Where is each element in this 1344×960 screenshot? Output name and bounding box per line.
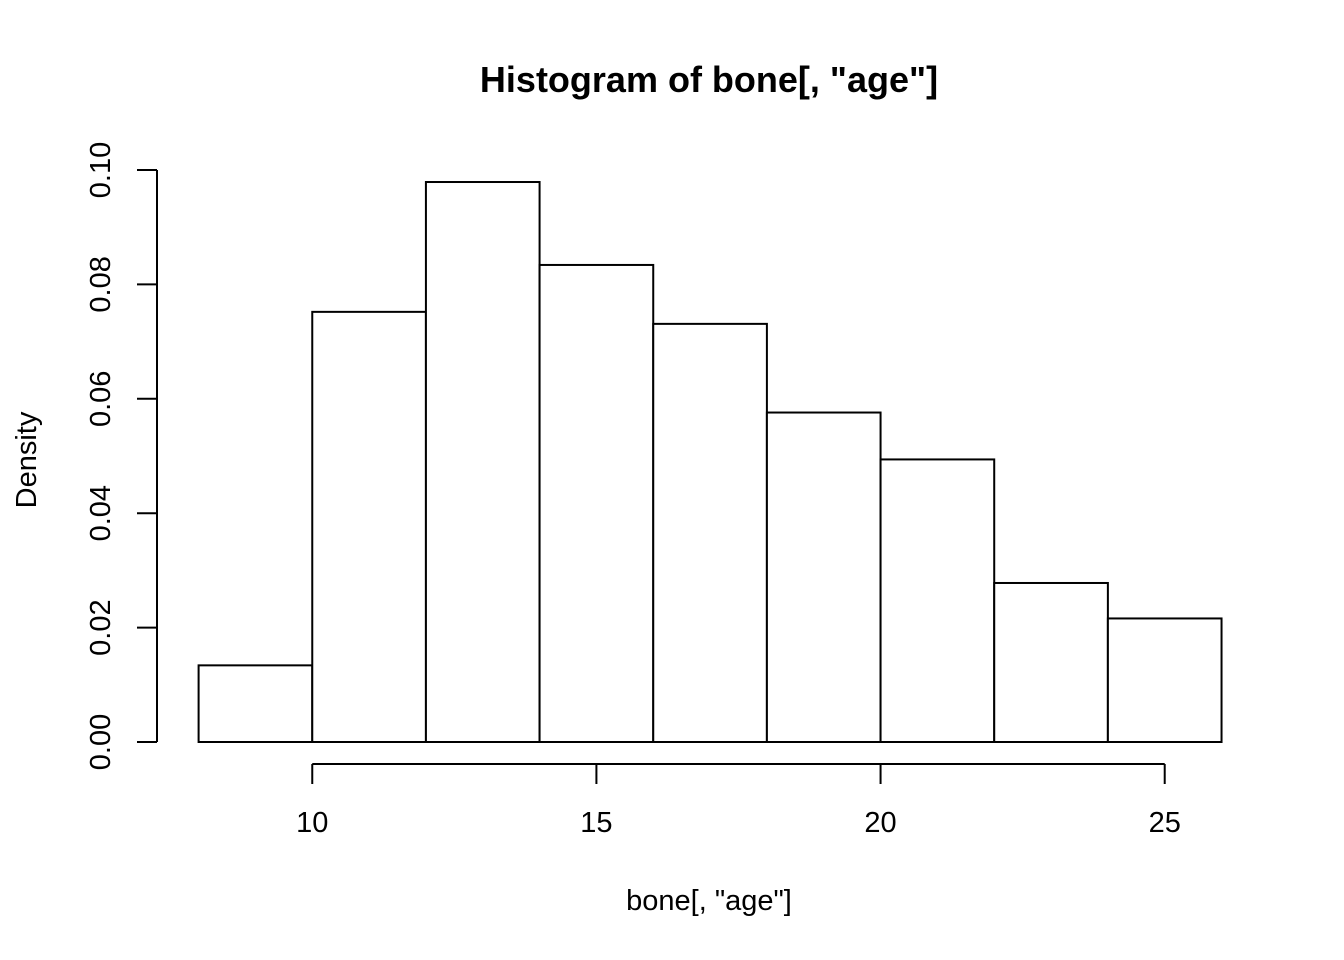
y-tick-label: 0.10 <box>85 142 117 198</box>
histogram-bar-10-12 <box>311 310 427 743</box>
x-tick-label: 25 <box>1149 807 1181 839</box>
y-tick-label: 0.04 <box>85 485 117 541</box>
bars-group <box>197 181 1223 744</box>
y-axis-label: Density <box>11 411 43 508</box>
histogram-bar-20-22 <box>879 458 996 743</box>
histogram-bar-22-24 <box>993 581 1109 744</box>
y-tick-label: 0.02 <box>85 599 117 655</box>
y-axis: 0.00 0.02 0.04 0.06 0.08 0.10 <box>85 142 158 770</box>
chart-title: Histogram of bone[, "age"] <box>480 59 938 100</box>
y-tick-label: 0.00 <box>85 714 117 770</box>
histogram-bar-8-10 <box>197 664 314 743</box>
x-axis: 10 15 20 25 <box>296 763 1181 839</box>
histogram-bar-12-14 <box>424 181 541 743</box>
histogram-bar-24-26 <box>1106 617 1223 743</box>
y-tick-label: 0.06 <box>85 371 117 427</box>
histogram-bar-16-18 <box>652 322 768 743</box>
histogram-bar-18-20 <box>765 411 882 743</box>
x-tick-label: 10 <box>296 807 328 839</box>
y-tick-label: 0.08 <box>85 256 117 312</box>
histogram-bar-14-16 <box>538 263 655 743</box>
x-tick-label: 20 <box>864 807 896 839</box>
x-tick-label: 15 <box>580 807 612 839</box>
x-axis-label: bone[, "age"] <box>626 885 792 917</box>
